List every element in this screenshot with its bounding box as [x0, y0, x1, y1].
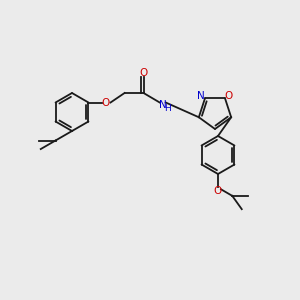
Text: O: O	[225, 91, 233, 101]
Text: O: O	[214, 186, 222, 196]
Text: O: O	[101, 98, 110, 107]
Text: N: N	[159, 100, 167, 110]
Text: O: O	[140, 68, 148, 78]
Text: H: H	[164, 104, 171, 113]
Text: N: N	[197, 91, 205, 101]
